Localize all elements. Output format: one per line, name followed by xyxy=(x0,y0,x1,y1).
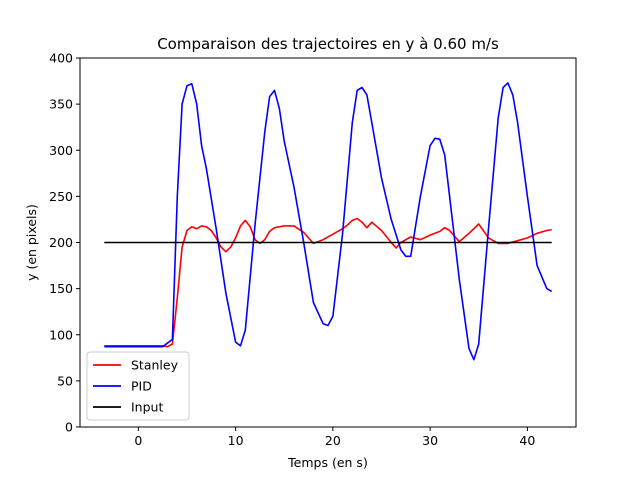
legend-label-pid: PID xyxy=(131,379,152,394)
x-axis-label: Temps (en s) xyxy=(287,455,368,470)
x-tick-label: 20 xyxy=(325,433,341,448)
y-tick-label: 200 xyxy=(49,235,73,250)
legend-label-input: Input xyxy=(131,400,163,415)
y-axis: 0 50 100 150 200 250 300 350 400 xyxy=(49,51,80,435)
series-line-pid xyxy=(104,82,553,361)
y-tick-label: 400 xyxy=(49,51,73,66)
y-tick-label: 0 xyxy=(65,420,73,435)
legend-box xyxy=(86,351,190,421)
y-axis-label: y (en pixels) xyxy=(24,204,39,281)
legend: Stanley PID Input xyxy=(86,351,190,421)
x-axis: 0 10 20 30 40 xyxy=(134,427,535,448)
y-tick-label: 350 xyxy=(49,97,73,112)
y-tick-label: 100 xyxy=(49,327,73,342)
y-tick-label: 150 xyxy=(49,281,73,296)
x-tick-label: 10 xyxy=(228,433,244,448)
y-tick-label: 300 xyxy=(49,143,73,158)
plot-lines xyxy=(104,82,553,361)
x-tick-label: 40 xyxy=(519,433,535,448)
series-line-stanley xyxy=(104,217,552,348)
chart-title: Comparaison des trajectoires en y à 0.60… xyxy=(157,35,499,53)
y-tick-label: 250 xyxy=(49,189,73,204)
legend-label-stanley: Stanley xyxy=(131,358,179,373)
y-tick-label: 50 xyxy=(57,373,73,388)
x-tick-label: 30 xyxy=(422,433,438,448)
x-tick-label: 0 xyxy=(134,433,142,448)
